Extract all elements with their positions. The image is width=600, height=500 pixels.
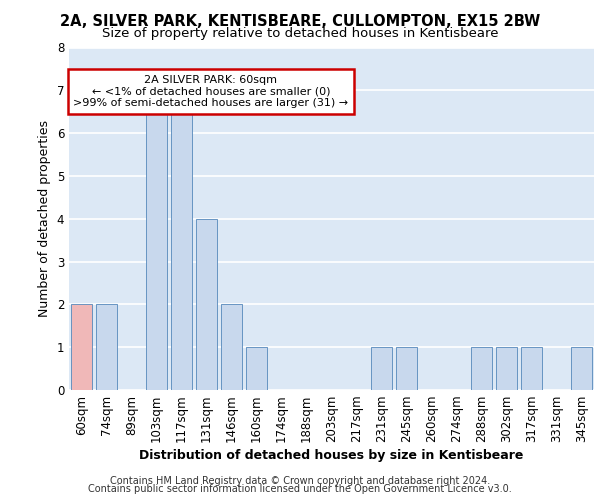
Bar — [96, 304, 117, 390]
Bar — [171, 90, 192, 390]
Bar — [496, 347, 517, 390]
Bar — [396, 347, 417, 390]
Bar — [471, 347, 492, 390]
Y-axis label: Number of detached properties: Number of detached properties — [38, 120, 51, 318]
Text: 2A SILVER PARK: 60sqm
← <1% of detached houses are smaller (0)
>99% of semi-deta: 2A SILVER PARK: 60sqm ← <1% of detached … — [73, 75, 349, 108]
Bar — [221, 304, 242, 390]
Bar — [146, 90, 167, 390]
Bar — [571, 347, 592, 390]
Text: Contains public sector information licensed under the Open Government Licence v3: Contains public sector information licen… — [88, 484, 512, 494]
Bar — [246, 347, 267, 390]
Text: Contains HM Land Registry data © Crown copyright and database right 2024.: Contains HM Land Registry data © Crown c… — [110, 476, 490, 486]
Bar — [71, 304, 92, 390]
Text: Size of property relative to detached houses in Kentisbeare: Size of property relative to detached ho… — [102, 28, 498, 40]
X-axis label: Distribution of detached houses by size in Kentisbeare: Distribution of detached houses by size … — [139, 450, 524, 462]
Bar — [521, 347, 542, 390]
Bar — [196, 219, 217, 390]
Text: 2A, SILVER PARK, KENTISBEARE, CULLOMPTON, EX15 2BW: 2A, SILVER PARK, KENTISBEARE, CULLOMPTON… — [60, 14, 540, 29]
Bar — [371, 347, 392, 390]
